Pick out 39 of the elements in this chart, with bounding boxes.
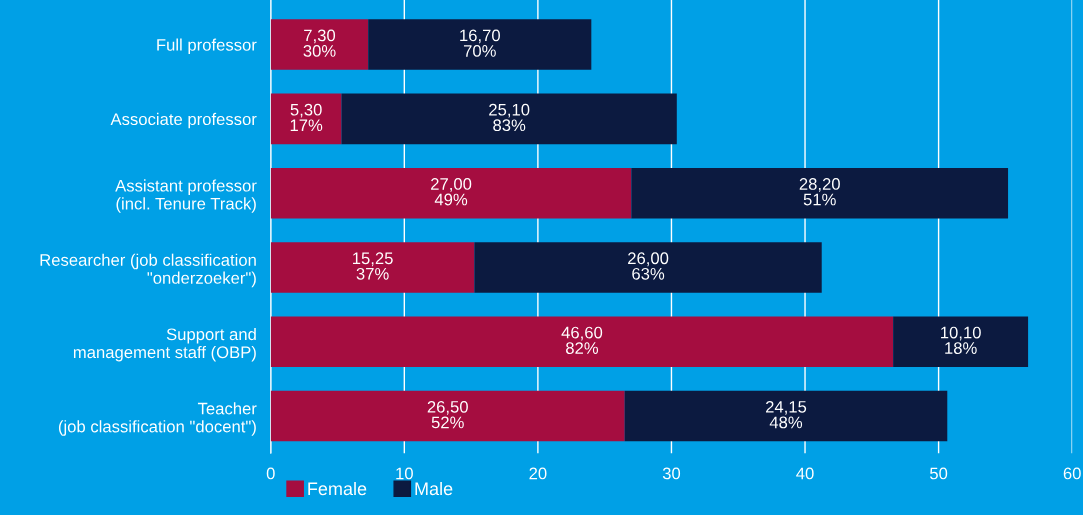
- bar: [270, 390, 625, 442]
- bar: [341, 93, 677, 145]
- x-tick-label: 50: [930, 467, 948, 480]
- bar: [893, 316, 1029, 368]
- y-tick-label: Support and management staff (OBP): [73, 327, 256, 362]
- y-tick-label: Full professor: [157, 38, 257, 55]
- bar: [631, 167, 1009, 219]
- y-tick-label: Researcher (job classification "onderzoeker"): [40, 253, 256, 288]
- x-tick-label: 0: [266, 467, 275, 480]
- legend-label: Female: [308, 481, 367, 496]
- data-label: 28,20 51%: [799, 178, 840, 206]
- y-tick-label: Assistant professor (incl. Tenure Track): [115, 179, 257, 213]
- bar: [270, 242, 475, 293]
- bar: [474, 242, 822, 293]
- data-label: 26,00 63%: [628, 252, 669, 280]
- y-tick-label: Associate professor: [110, 112, 257, 129]
- data-label: 10,10 18%: [941, 326, 981, 354]
- bar: [624, 390, 948, 442]
- legend-label: Male: [415, 481, 453, 496]
- data-label: 46,60 82%: [561, 326, 603, 354]
- bar: [270, 167, 632, 219]
- bar: [368, 19, 592, 70]
- bar: [270, 19, 369, 70]
- y-tick-label: Teacher (job classification "docent"): [58, 402, 257, 436]
- x-tick-label: 30: [662, 467, 681, 480]
- data-label: 5,30 17%: [290, 103, 323, 132]
- x-tick-label: 40: [796, 467, 814, 480]
- data-label: 25,10 83%: [489, 103, 530, 132]
- data-label: 26,50 52%: [427, 400, 468, 429]
- data-label: 24,15 48%: [765, 400, 807, 429]
- data-label: 27,00 49%: [431, 178, 472, 206]
- data-label: 7,30 30%: [303, 29, 336, 57]
- data-label: 15,25 37%: [353, 252, 393, 280]
- x-tick-label: 60: [1063, 467, 1081, 480]
- x-tick-label: 20: [529, 467, 547, 480]
- bar: [270, 93, 342, 145]
- data-label: 16,70 70%: [460, 29, 500, 57]
- bar: [270, 316, 894, 368]
- x-tick-label: 10: [396, 467, 413, 480]
